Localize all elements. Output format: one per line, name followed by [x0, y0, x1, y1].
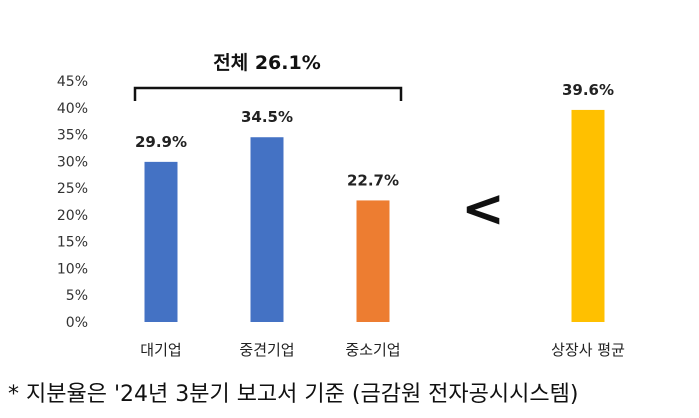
category-label: 상장사 평균 — [551, 341, 625, 359]
bar — [356, 200, 390, 322]
data-label: 22.7% — [347, 171, 399, 189]
y-tick-label: 35% — [57, 128, 88, 144]
footnote: * 지분율은 '24년 3분기 보고서 기준 (금감원 전자공시시스템) — [8, 382, 579, 407]
total-bracket — [133, 86, 403, 101]
category-label: 중소기업 — [345, 341, 400, 359]
data-label: 34.5% — [241, 108, 293, 126]
bar — [571, 109, 605, 322]
category-label: 대기업 — [140, 341, 181, 359]
y-tick-label: 40% — [57, 101, 88, 117]
y-tick-label: 20% — [57, 208, 88, 224]
y-tick-label: 0% — [66, 315, 88, 331]
data-label: 29.9% — [135, 133, 187, 151]
bar — [250, 137, 284, 322]
y-tick-label: 5% — [66, 288, 88, 304]
y-tick-label: 15% — [57, 235, 88, 251]
less-than-symbol: < — [461, 179, 505, 239]
data-label-group: 29.9% 34.5% 22.7% 39.6% — [135, 81, 614, 190]
bar — [144, 161, 178, 322]
bar-group — [144, 109, 605, 322]
category-label: 중견기업 — [239, 341, 294, 359]
y-tick-label: 45% — [57, 74, 88, 90]
y-tick-label: 30% — [57, 154, 88, 170]
category-label-group: 대기업 중견기업 중소기업 상장사 평균 — [140, 341, 625, 359]
y-tick-label: 25% — [57, 181, 88, 197]
data-label: 39.6% — [562, 81, 614, 99]
y-axis: 0% 5% 10% 15% 20% 25% 30% 35% 40% 45% — [57, 74, 88, 331]
total-label: 전체 26.1% — [213, 52, 321, 74]
y-tick-label: 10% — [57, 261, 88, 277]
